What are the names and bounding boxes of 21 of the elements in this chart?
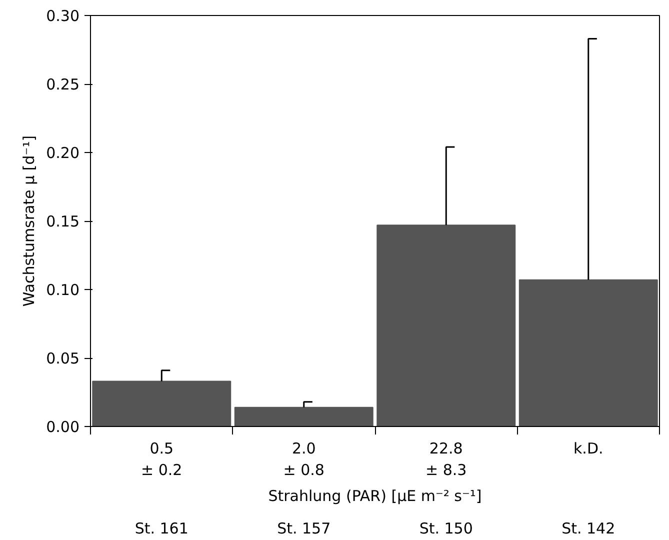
y-axis-title: Wachstumsrate μ [d⁻¹] xyxy=(20,135,38,307)
y-tick-label: 0.05 xyxy=(46,350,80,368)
x-axis-title: Strahlung (PAR) [μE m⁻² s⁻¹] xyxy=(268,487,482,506)
y-tick-label: 0.15 xyxy=(46,212,80,230)
y-tick-label: 0.10 xyxy=(46,281,80,299)
y-tick-label: 0.20 xyxy=(46,144,80,162)
bar xyxy=(376,224,516,426)
bar xyxy=(92,380,232,426)
bar xyxy=(518,279,658,426)
bar xyxy=(234,406,374,426)
text: St. 157 xyxy=(277,520,331,538)
x-tick-label: 2.0 ± 0.8 xyxy=(283,440,324,480)
y-tick-label: 0.00 xyxy=(46,418,80,436)
text: St. 142 xyxy=(562,520,616,538)
y-tick-label: 0.30 xyxy=(46,7,80,25)
text: St. 161 xyxy=(134,520,188,538)
y-tick-label: 0.25 xyxy=(46,76,80,94)
text: St. 150 xyxy=(419,520,473,538)
x-tick-label: k.D. xyxy=(573,440,604,458)
x-tick-label: 22.8 ± 8.3 xyxy=(426,440,467,480)
x-tick-label: 0.5 ± 0.2 xyxy=(141,440,182,480)
